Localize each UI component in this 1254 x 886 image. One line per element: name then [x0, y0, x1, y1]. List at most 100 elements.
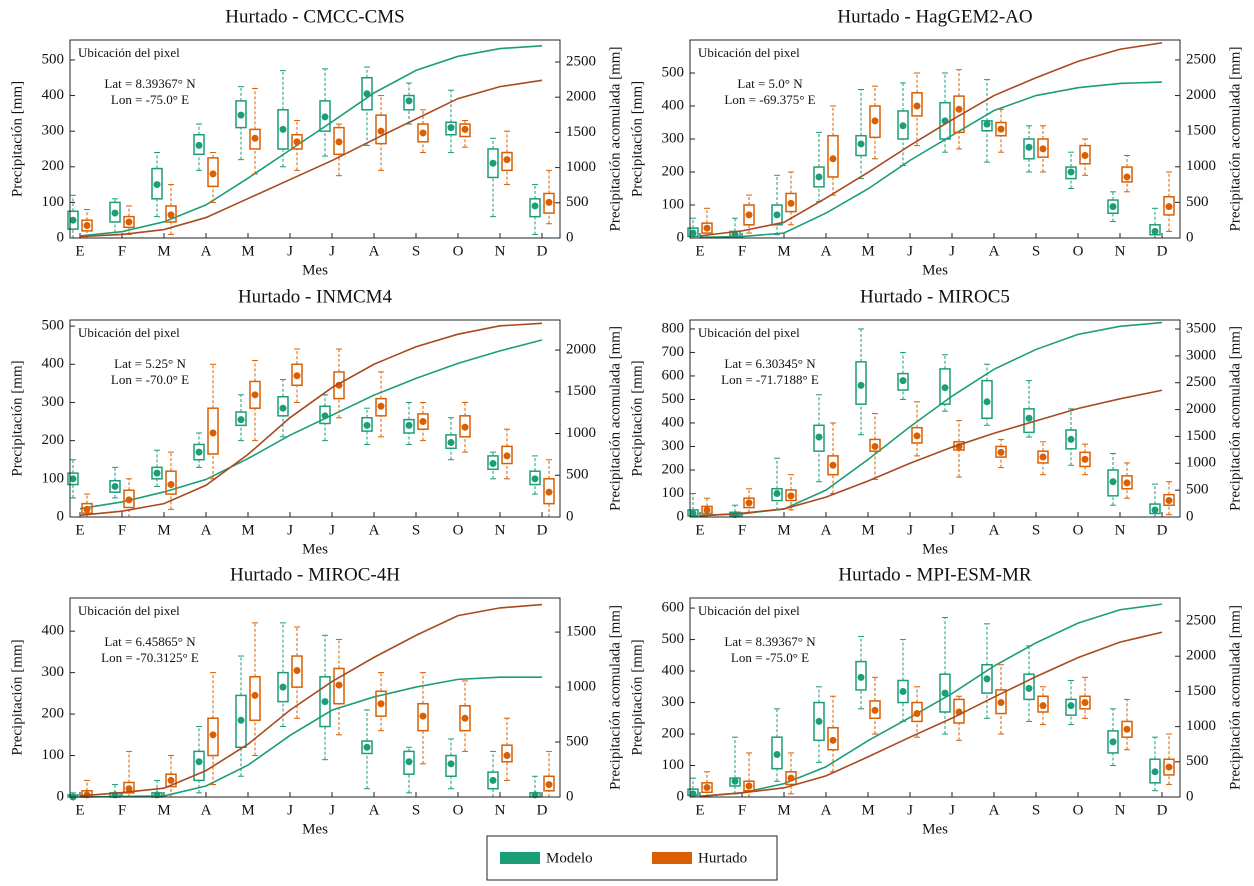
box — [333, 126, 345, 156]
x-axis-label: Mes — [302, 541, 328, 557]
y2-tick-label: 3500 — [1186, 320, 1216, 336]
box — [813, 424, 825, 452]
y2-tick-label: 2000 — [566, 341, 596, 357]
y2-tick-label: 0 — [1186, 229, 1194, 245]
annotation: Lon = -70.3125° E — [101, 650, 199, 665]
y-tick-label: 100 — [662, 757, 685, 773]
panel-title: Hurtado - INMCM4 — [238, 286, 393, 307]
y2-tick-label: 0 — [566, 788, 574, 804]
x-tick-label: N — [495, 522, 506, 538]
box — [1079, 144, 1091, 165]
x-tick-label: E — [695, 243, 704, 259]
box — [1037, 695, 1049, 713]
x-tick-label: E — [695, 522, 704, 538]
box — [81, 502, 93, 514]
mean-dot — [251, 691, 259, 699]
x-tick-label: J — [329, 522, 335, 538]
y-tick-label: 300 — [662, 694, 685, 710]
y2-tick-label: 2000 — [1186, 401, 1216, 417]
box — [1163, 196, 1175, 216]
mean-dot — [195, 758, 203, 766]
x-tick-label: A — [989, 802, 1000, 818]
annotation: Lon = -69.375° E — [724, 92, 815, 107]
annotation: Lon = -75.0° E — [111, 92, 189, 107]
x-tick-label: M — [241, 802, 254, 818]
mean-dot — [815, 717, 823, 725]
x-tick-label: F — [118, 522, 126, 538]
box — [403, 94, 415, 111]
mean-dot — [125, 785, 133, 793]
mean-dot — [419, 129, 427, 137]
plot-frame — [69, 597, 561, 798]
mean-dot — [209, 170, 217, 178]
mean-dot — [251, 391, 259, 399]
mean-dot — [1025, 684, 1033, 692]
x-tick-label: D — [537, 243, 548, 259]
x-tick-label: S — [1032, 243, 1040, 259]
mean-dot — [503, 752, 511, 760]
y2-tick-label: 2500 — [1186, 374, 1216, 390]
y2-axis-label: Precipitación acomulada [mm] — [1227, 605, 1243, 790]
mean-dot — [703, 506, 711, 514]
annotation: Lon = -70.0° E — [111, 372, 189, 387]
panel-title: Hurtado - CMCC-CMS — [225, 6, 404, 27]
x-tick-label: S — [1032, 802, 1040, 818]
y-axis-label: Precipitación [mm] — [629, 81, 645, 197]
x-tick-label: A — [201, 522, 212, 538]
box — [319, 100, 331, 132]
x-tick-label: E — [75, 522, 84, 538]
x-tick-label: M — [241, 522, 254, 538]
cumulative-line — [699, 631, 1163, 798]
box — [123, 489, 135, 509]
y-axis-label: Precipitación [mm] — [9, 360, 25, 476]
mean-dot — [447, 124, 455, 132]
plot-frame — [689, 39, 1181, 239]
mean-dot — [703, 784, 711, 792]
x-tick-label: J — [949, 522, 955, 538]
plot-frame — [69, 39, 561, 239]
box — [109, 479, 121, 493]
mean-dot — [1123, 173, 1131, 181]
mean-dot — [1123, 479, 1131, 487]
y2-tick-label: 1500 — [1186, 428, 1216, 444]
x-tick-label: N — [495, 802, 506, 818]
y-tick-label: 200 — [662, 163, 685, 179]
box — [897, 110, 909, 140]
mean-dot — [913, 710, 921, 718]
annotation: Ubicación del pixel — [698, 603, 800, 618]
mean-dot — [899, 122, 907, 130]
box — [771, 736, 783, 770]
x-axis-label: Mes — [922, 262, 948, 278]
y-tick-label: 200 — [42, 432, 65, 448]
box — [67, 210, 79, 230]
mean-dot — [1081, 152, 1089, 159]
x-tick-label: A — [989, 243, 1000, 259]
y2-tick-label: 1000 — [566, 159, 596, 175]
box — [543, 478, 555, 505]
x-tick-label: O — [453, 243, 464, 259]
box — [855, 361, 867, 405]
y-tick-label: 800 — [662, 320, 685, 336]
x-tick-label: N — [1115, 802, 1126, 818]
x-tick-label: F — [738, 802, 746, 818]
mean-dot — [531, 475, 539, 483]
x-tick-label: J — [329, 802, 335, 818]
mean-dot — [293, 372, 301, 380]
y2-tick-label: 2500 — [1186, 612, 1216, 628]
box — [785, 771, 797, 786]
mean-dot — [955, 105, 963, 113]
box — [375, 690, 387, 717]
mean-dot — [461, 714, 469, 722]
x-tick-label: M — [241, 243, 254, 259]
x-axis-label: Mes — [922, 541, 948, 557]
box — [743, 204, 755, 226]
box — [911, 426, 923, 444]
mean-dot — [787, 199, 795, 207]
box — [529, 470, 541, 486]
mean-dot — [1039, 453, 1047, 461]
y-tick-label: 0 — [677, 788, 685, 804]
mean-dot — [377, 700, 385, 708]
mean-dot — [857, 140, 865, 148]
box — [207, 157, 219, 188]
mean-dot — [489, 460, 497, 468]
